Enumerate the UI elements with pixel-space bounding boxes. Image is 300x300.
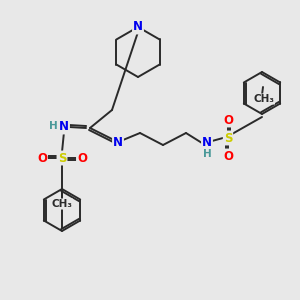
Text: N: N [59, 121, 69, 134]
Text: S: S [58, 152, 66, 164]
Text: O: O [37, 152, 47, 164]
Text: O: O [223, 113, 233, 127]
Text: H: H [49, 121, 57, 131]
Text: N: N [133, 20, 143, 34]
Text: O: O [77, 152, 87, 164]
Text: S: S [224, 131, 232, 145]
Text: O: O [223, 149, 233, 163]
Text: CH₃: CH₃ [254, 94, 274, 104]
Text: N: N [202, 136, 212, 149]
Text: H: H [202, 149, 211, 159]
Text: CH₃: CH₃ [52, 199, 73, 209]
Text: N: N [113, 136, 123, 148]
